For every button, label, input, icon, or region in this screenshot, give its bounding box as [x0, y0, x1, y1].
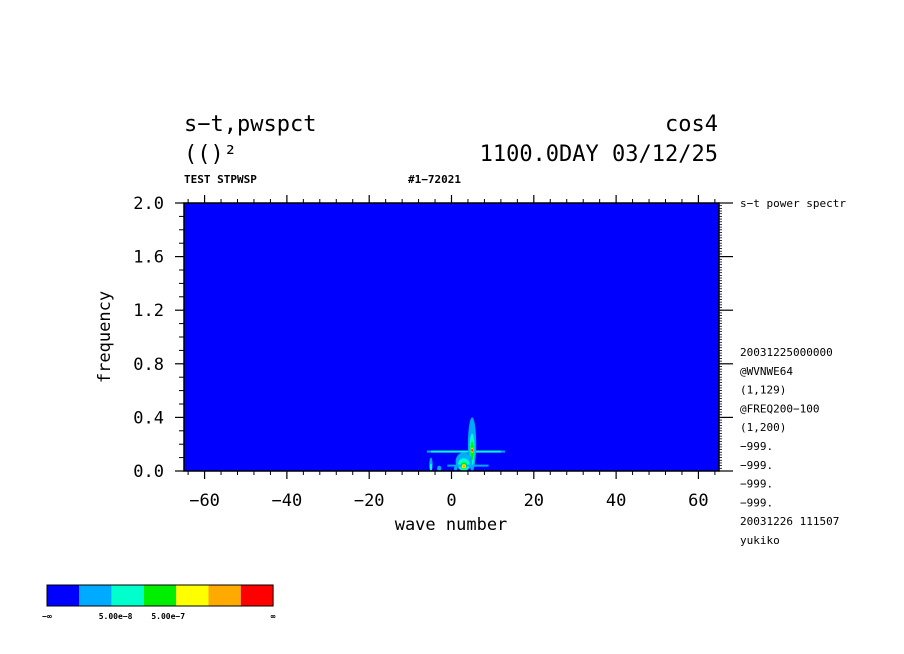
legend-swatch: [240, 585, 274, 606]
title-left-2: (()²: [184, 142, 237, 167]
color-legend: −∞ 5.00e−8 5.00e−7 ∞: [42, 584, 276, 621]
spectral-feature-11: [437, 465, 442, 471]
side-info: 20031225000000 @WVNWE64 (1,129) @FREQ200−10…: [740, 346, 839, 547]
x-axis-label: wave number: [395, 515, 508, 535]
side-info-line: yukiko: [740, 534, 780, 547]
x-tick-label: −40: [272, 491, 303, 511]
spectral-feature-1: [430, 450, 501, 453]
side-info-line: −999.: [740, 478, 773, 491]
axes: −60 −40 −20 0 20 40 60 0.0 0.4 0.8 1.2 1.6 2.0: [133, 194, 733, 511]
side-info-line: −999.: [740, 440, 773, 453]
title-right-2: 1100.0DAY 03/12/25: [480, 142, 718, 167]
title-left-1: s−t,pwspct: [184, 112, 316, 137]
y-tick-label: 1.2: [133, 301, 164, 321]
legend-frame: [46, 584, 274, 607]
legend-swatch: [79, 585, 112, 606]
side-info-line: 20031225000000: [740, 346, 833, 359]
legend-label: 5.00e−8: [99, 612, 133, 621]
legend-label: −∞: [42, 612, 52, 621]
title-right-1: cos4: [665, 112, 718, 137]
spectral-feature-17: [462, 464, 466, 468]
plot-area: [184, 203, 719, 472]
spectral-feature-15: [471, 448, 473, 452]
x-tick-label: 0: [446, 491, 456, 511]
y-tick-label: 0.0: [133, 462, 164, 482]
y-tick-label: 1.6: [133, 248, 164, 268]
legend-swatch: [208, 585, 241, 606]
subtitle-left: TEST STPWSP: [184, 173, 257, 186]
legend-swatch: [143, 585, 177, 606]
field-background: [184, 203, 719, 471]
x-tick-label: 20: [524, 491, 544, 511]
legend-label: ∞: [271, 612, 276, 621]
side-info-line: −999.: [740, 459, 773, 472]
y-axis-label: frequency: [95, 291, 115, 383]
y-tick-label: 0.8: [133, 355, 164, 375]
spectral-feature-8: [447, 464, 489, 467]
x-tick-label: −20: [354, 491, 385, 511]
side-info-line: (1,129): [740, 384, 786, 397]
legend-swatch: [47, 585, 80, 606]
y-tick-label: 2.0: [133, 194, 164, 214]
x-tick-label: 60: [688, 491, 708, 511]
spectral-feature-10: [429, 463, 433, 471]
side-info-line: 20031226 111507: [740, 515, 839, 528]
legend-swatch: [176, 585, 209, 606]
x-tick-label: 40: [606, 491, 626, 511]
side-info-line: (1,200): [740, 421, 786, 434]
side-info-line: @WVNWE64: [740, 365, 793, 378]
side-info-line: @FREQ200−100: [740, 402, 819, 415]
legend-swatch: [111, 585, 144, 606]
x-tick-label: −60: [189, 491, 220, 511]
subtitle-mid: #1−72021: [408, 173, 461, 186]
side-top-label: s−t power spectr: [740, 197, 846, 210]
spectral-feature-12: [453, 466, 458, 471]
side-info-line: −999.: [740, 496, 773, 509]
y-tick-label: 0.4: [133, 408, 164, 428]
legend-label: 5.00e−7: [151, 612, 185, 621]
